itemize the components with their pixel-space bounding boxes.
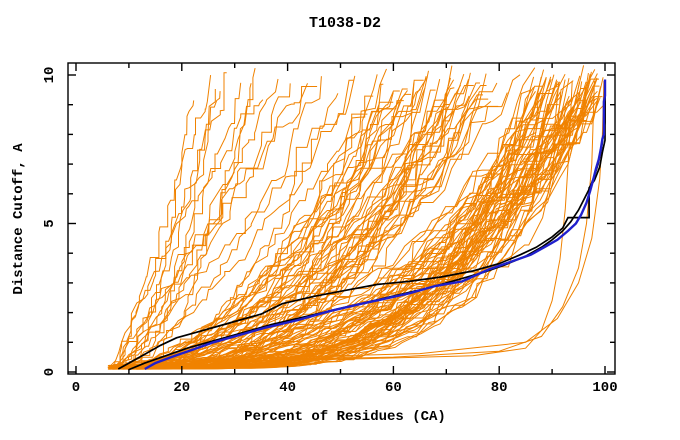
x-tick-label: 100	[592, 380, 617, 396]
model-curve	[136, 106, 450, 369]
model-curve	[120, 77, 604, 368]
model-curve	[149, 92, 508, 367]
y-axis-title: Distance Cutoff, A	[11, 143, 27, 295]
model-curve	[120, 97, 598, 367]
model-curve	[111, 76, 428, 370]
x-tick-label: 0	[72, 380, 80, 396]
model-curve	[148, 71, 592, 366]
x-tick-label: 80	[491, 380, 508, 396]
model-curve	[124, 82, 242, 367]
model-curve	[114, 75, 212, 366]
y-tick-label: 5	[42, 219, 58, 227]
model-curve	[129, 89, 421, 370]
model-curve	[118, 104, 559, 370]
model-curves-layer	[107, 65, 607, 371]
model-curve	[118, 78, 279, 368]
model-curve	[136, 97, 580, 367]
model-curve	[116, 83, 308, 370]
x-tick-label: 40	[279, 380, 296, 396]
model-curve	[111, 83, 291, 370]
x-axis-title: Percent of Residues (CA)	[244, 409, 446, 425]
model-curve	[137, 81, 558, 366]
y-tick-label: 10	[42, 67, 58, 84]
axis-ticks	[68, 63, 615, 374]
model-curve	[132, 93, 339, 369]
model-curve	[111, 70, 429, 367]
blue-curve	[144, 79, 607, 371]
plot-frame	[67, 62, 616, 375]
model-curve	[113, 101, 394, 367]
x-tick-label: 20	[173, 380, 190, 396]
chart-title: T1038-D2	[309, 15, 381, 32]
model-curve	[108, 95, 470, 370]
plot-border	[67, 62, 616, 375]
model-curve	[112, 79, 354, 368]
x-tick-label: 60	[385, 380, 402, 396]
model-curve	[119, 92, 394, 368]
model-curve	[116, 75, 356, 366]
y-tick-label: 0	[42, 368, 58, 376]
axis-tick-labels: 0 20 40 60 80 100 0 5 10	[42, 67, 618, 396]
model-curve	[124, 91, 221, 369]
model-curve	[108, 99, 264, 368]
